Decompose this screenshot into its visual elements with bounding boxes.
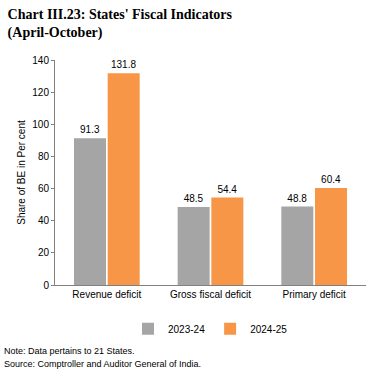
svg-text:48.5: 48.5 xyxy=(184,193,204,204)
svg-text:0: 0 xyxy=(43,280,49,291)
svg-text:40: 40 xyxy=(38,215,50,226)
svg-text:Revenue deficit: Revenue deficit xyxy=(72,289,141,300)
svg-text:91.3: 91.3 xyxy=(80,124,100,135)
svg-text:54.4: 54.4 xyxy=(217,184,237,195)
svg-text:80: 80 xyxy=(38,151,50,162)
svg-text:120: 120 xyxy=(32,87,49,98)
svg-text:2024-25: 2024-25 xyxy=(250,324,287,335)
svg-text:100: 100 xyxy=(32,119,49,130)
svg-text:140: 140 xyxy=(32,55,49,66)
svg-text:Source: Comptroller and Audito: Source: Comptroller and Auditor General … xyxy=(4,359,201,369)
svg-text:131.8: 131.8 xyxy=(111,59,136,70)
svg-text:20: 20 xyxy=(38,247,50,258)
svg-text:60: 60 xyxy=(38,183,50,194)
svg-text:Gross fiscal deficit: Gross fiscal deficit xyxy=(170,289,251,300)
svg-text:Primary deficit: Primary deficit xyxy=(282,289,346,300)
svg-text:48.8: 48.8 xyxy=(287,193,307,204)
svg-text:Share of BE in Per cent: Share of BE in Per cent xyxy=(16,120,27,225)
svg-text:Chart III.23: States' Fiscal I: Chart III.23: States' Fiscal Indicators(… xyxy=(8,7,233,41)
svg-text:Note: Data pertains to 21 Stat: Note: Data pertains to 21 States. xyxy=(4,346,135,356)
svg-text:2023-24: 2023-24 xyxy=(168,324,205,335)
svg-text:60.4: 60.4 xyxy=(321,174,341,185)
